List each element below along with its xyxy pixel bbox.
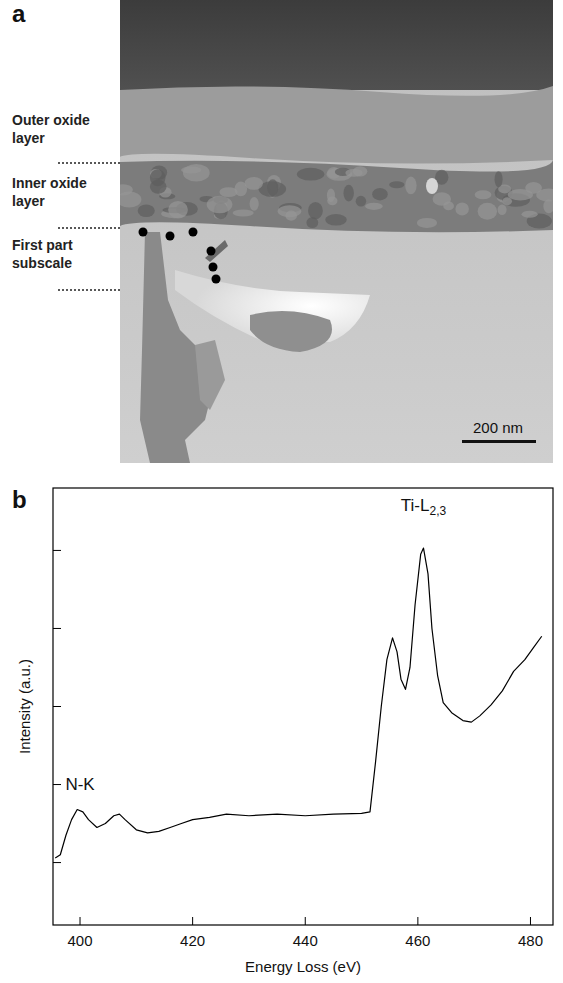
- texture: [345, 169, 362, 177]
- texture: [308, 202, 323, 219]
- plot-frame: [53, 488, 553, 925]
- texture: [285, 211, 297, 221]
- texture: [168, 201, 188, 219]
- label-line: layer: [12, 193, 45, 209]
- texture: [325, 214, 347, 226]
- eels-spot: [166, 232, 175, 241]
- texture: [250, 197, 259, 211]
- texture: [502, 197, 512, 205]
- texture: [181, 167, 201, 174]
- x-tick-label: 420: [180, 932, 205, 949]
- texture: [455, 202, 469, 215]
- eels-spot: [212, 275, 221, 284]
- dark-particle: [250, 311, 332, 352]
- annotation: Ti-L2,3: [401, 496, 447, 518]
- label-line: Outer oxide: [12, 112, 90, 128]
- eels-spot: [207, 247, 216, 256]
- texture: [150, 180, 167, 194]
- x-tick-label: 460: [405, 932, 430, 949]
- layer-boundary: [58, 162, 120, 164]
- scale-bar: [462, 440, 536, 443]
- texture: [498, 204, 507, 214]
- inner-oxide: [120, 160, 553, 232]
- layer-label: Outer oxide layer: [12, 112, 90, 146]
- figure: 200 nm a Outer oxide layer Inner oxide layer F…: [0, 0, 563, 983]
- x-tick-label: 440: [293, 932, 318, 949]
- y-tick: [53, 628, 61, 629]
- annotation-subscript: 2,3: [429, 504, 446, 518]
- label-line: First part: [12, 237, 73, 253]
- y-tick: [53, 706, 61, 707]
- grain: [195, 340, 225, 410]
- texture: [138, 204, 155, 217]
- scale-bar-label: 200 nm: [473, 419, 523, 436]
- y-axis-title: Intensity (a.u.): [16, 659, 33, 754]
- texture: [478, 203, 497, 220]
- texture: [521, 211, 537, 218]
- texture: [417, 218, 437, 228]
- x-tick-label: 480: [518, 932, 543, 949]
- plot-area: [55, 548, 541, 858]
- texture: [426, 178, 438, 194]
- texture: [365, 203, 383, 210]
- crack: [205, 240, 228, 262]
- layer-label: Inner oxide layer: [12, 175, 87, 209]
- annotation: N-K: [65, 775, 95, 794]
- texture: [297, 168, 324, 181]
- texture: [327, 189, 335, 202]
- label-line: Inner oxide: [12, 175, 87, 191]
- y-tick: [53, 550, 61, 551]
- x-tick: [530, 917, 531, 925]
- layer-label: First part subscale: [12, 237, 73, 271]
- micrograph: [120, 0, 553, 463]
- texture: [508, 189, 533, 200]
- x-tick: [192, 917, 193, 925]
- eels-spot: [209, 263, 218, 272]
- layer-boundary: [58, 289, 120, 291]
- texture: [356, 196, 366, 207]
- x-tick: [80, 917, 81, 925]
- texture: [372, 188, 388, 200]
- panel-letter: a: [12, 0, 26, 27]
- panel-letter: b: [12, 486, 27, 513]
- texture: [207, 196, 233, 213]
- texture: [343, 185, 353, 202]
- y-tick: [53, 784, 61, 785]
- eels-spot: [139, 228, 148, 237]
- y-tick: [53, 862, 61, 863]
- texture: [495, 171, 503, 187]
- eels-spot: [189, 228, 198, 237]
- texture: [405, 177, 416, 195]
- x-tick: [417, 917, 418, 925]
- texture: [245, 177, 263, 190]
- layer-boundary: [58, 227, 120, 229]
- texture: [120, 191, 141, 207]
- x-tick: [305, 917, 306, 925]
- vacuum-region: [120, 0, 553, 90]
- outer-oxide: [120, 86, 553, 164]
- x-axis-title: Energy Loss (eV): [245, 958, 361, 975]
- x-tick-label: 400: [68, 932, 93, 949]
- texture: [433, 192, 452, 205]
- spectrum-line: [55, 548, 541, 858]
- label-line: layer: [12, 130, 45, 146]
- texture: [475, 190, 492, 199]
- texture: [543, 199, 553, 213]
- texture: [389, 181, 404, 188]
- texture: [233, 210, 254, 217]
- label-line: subscale: [12, 255, 72, 271]
